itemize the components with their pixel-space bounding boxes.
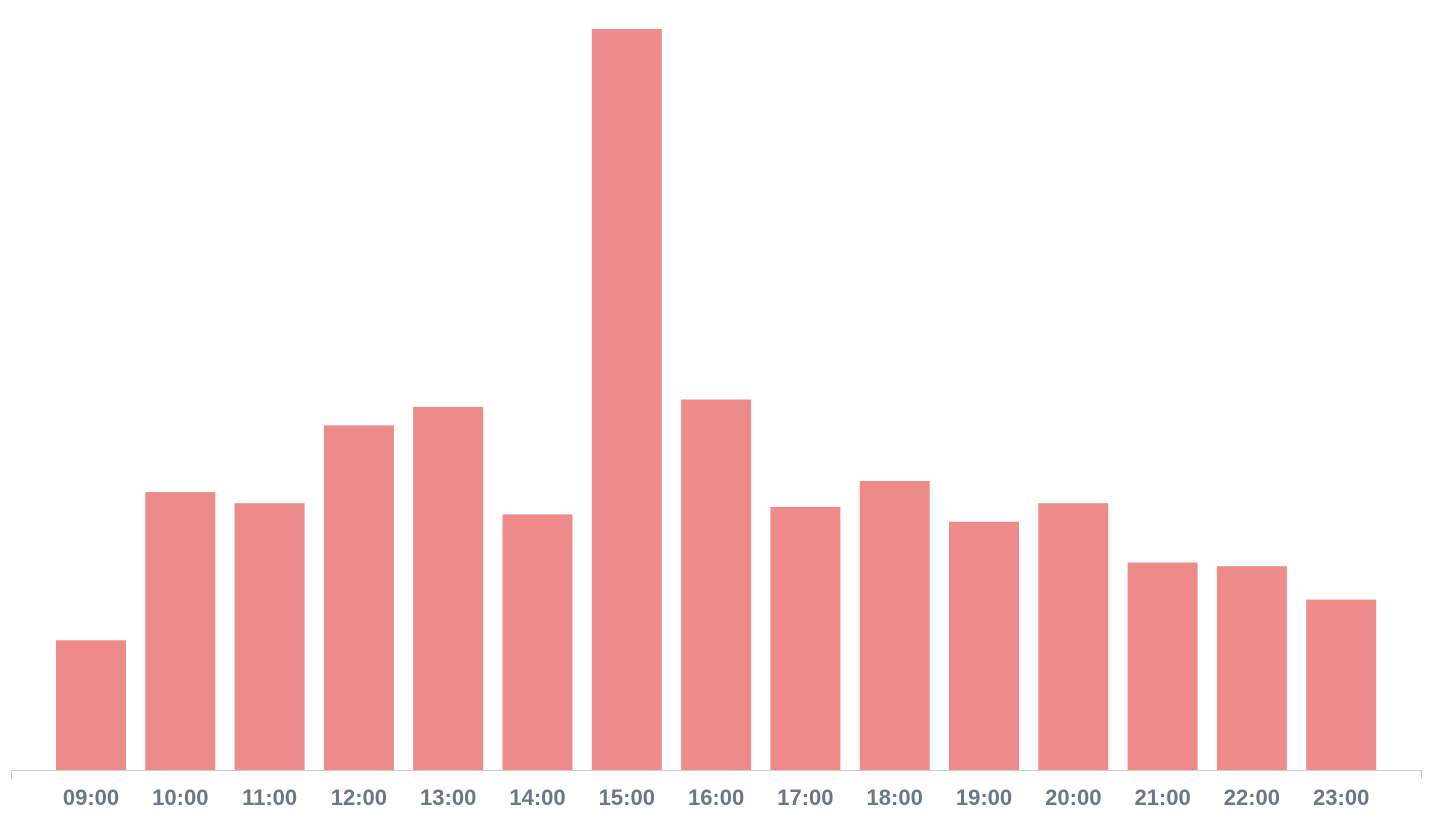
x-tick-label: 13:00 (420, 785, 476, 810)
bar-2100 (1127, 562, 1198, 770)
x-axis (11, 770, 1422, 779)
x-tick-label: 11:00 (242, 785, 297, 810)
x-tick-label: 12:00 (331, 785, 387, 810)
bar-1500 (591, 29, 662, 770)
x-tick-label: 21:00 (1134, 785, 1190, 810)
bar-0900 (56, 640, 126, 770)
bar-1000 (145, 492, 216, 770)
x-tick-labels: 09:00 10:00 11:00 12:00 13:00 14:00 15:00 16:00… (63, 785, 1369, 810)
x-tick-label: 22:00 (1224, 785, 1280, 810)
bar-1600 (681, 399, 752, 770)
x-tick-label: 14:00 (509, 785, 565, 810)
x-tick-label: 16:00 (688, 785, 744, 810)
bar-1700 (770, 506, 841, 770)
bar-1300 (413, 406, 484, 770)
bar-2200 (1216, 566, 1287, 770)
x-tick-label: 10:00 (152, 785, 208, 810)
bar-1200 (323, 425, 394, 770)
bar-1100 (234, 503, 305, 770)
bars-group (56, 29, 1377, 770)
x-tick-label: 20:00 (1045, 785, 1101, 810)
bar-1900 (949, 521, 1019, 770)
x-tick-label: 18:00 (867, 785, 923, 810)
bar-2000 (1038, 503, 1109, 770)
x-tick-label: 15:00 (599, 785, 655, 810)
x-tick-label: 19:00 (956, 785, 1012, 810)
bar-1400 (502, 514, 573, 770)
x-tick-label: 23:00 (1313, 785, 1369, 810)
bar-2300 (1306, 599, 1377, 770)
bar-1800 (859, 481, 930, 770)
x-tick-label: 17:00 (777, 785, 833, 810)
x-tick-label: 09:00 (63, 785, 119, 810)
